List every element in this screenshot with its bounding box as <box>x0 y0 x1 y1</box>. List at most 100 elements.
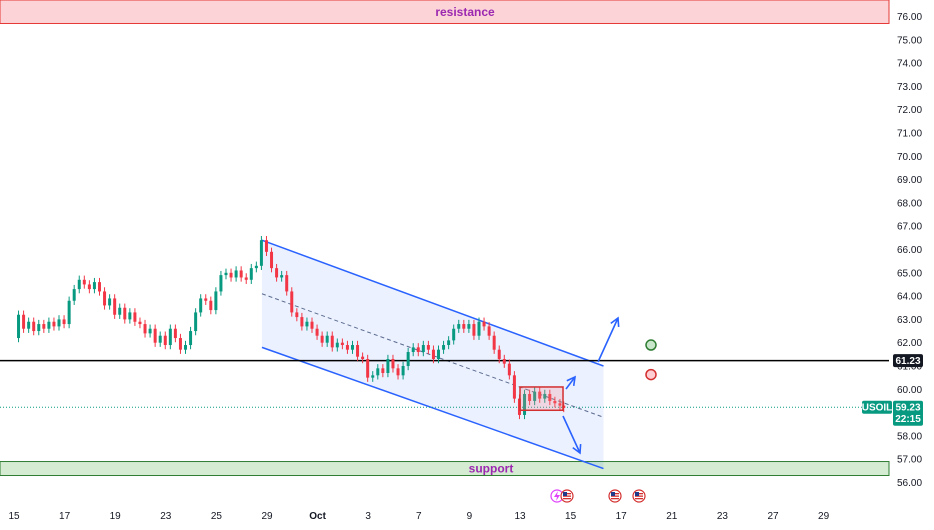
candle-body <box>335 342 339 348</box>
candle-body <box>178 338 182 350</box>
candle-body <box>280 275 284 278</box>
candle-body <box>37 324 41 332</box>
candle-body <box>92 282 96 290</box>
candle-body <box>148 328 152 334</box>
candle-body <box>376 368 380 376</box>
price-tick-label: 58.00 <box>897 431 922 442</box>
channel-median-line <box>261 293 604 418</box>
price-tick-label: 62.00 <box>897 338 922 349</box>
candle-body <box>426 345 430 350</box>
candle-body <box>472 324 476 336</box>
us-flag-icon[interactable] <box>608 489 622 503</box>
candle-body <box>234 270 238 278</box>
us-flag-icon[interactable] <box>632 489 646 503</box>
time-tick-label: 21 <box>666 511 678 522</box>
candle-body <box>133 312 137 322</box>
price-tick-label: 64.00 <box>897 292 922 303</box>
candle-body <box>219 275 223 292</box>
candle-body <box>17 314 21 339</box>
candle-body <box>492 335 496 350</box>
price-tick-label: 63.00 <box>897 315 922 326</box>
candle-body <box>558 403 562 406</box>
price-tick-label: 75.00 <box>897 35 922 46</box>
candle-body <box>361 356 365 360</box>
candle-body <box>330 335 334 348</box>
support-label: support <box>469 462 514 476</box>
candle-body <box>72 289 76 301</box>
candle-body <box>325 335 329 343</box>
candle-body <box>523 393 527 415</box>
candle-body <box>82 279 86 285</box>
time-tick-label: 27 <box>767 511 779 522</box>
box-breakout-arrow <box>565 376 576 390</box>
price-tick-label: 76.00 <box>897 12 922 23</box>
candle-body <box>97 282 101 292</box>
candle-body <box>229 272 233 278</box>
resistance-zone-box[interactable] <box>0 0 890 24</box>
time-axis[interactable]: 15 17 19 23 25 29 Oct 3 7 9 13 15 17 21 23 27 29 <box>8 511 829 522</box>
candle-body <box>442 345 446 350</box>
candle-body <box>118 307 122 315</box>
time-tick-label: 17 <box>59 511 71 522</box>
candle-body <box>264 240 268 252</box>
candle-body <box>189 331 193 346</box>
bearish-target-marker[interactable] <box>645 368 657 381</box>
us-flag-icon[interactable] <box>560 489 574 503</box>
time-tick-label: 9 <box>467 511 473 522</box>
candle-body <box>47 321 51 329</box>
flash-event-icon[interactable] <box>550 489 564 503</box>
breakout-arrow-head <box>610 316 620 328</box>
candle-body <box>113 298 117 315</box>
candle-body <box>350 345 354 350</box>
price-tick-label: 73.00 <box>897 82 922 93</box>
key-level-badge: 61.23 <box>893 354 923 368</box>
time-tick-label: 23 <box>717 511 729 522</box>
candle-body <box>411 347 415 353</box>
price-candles <box>17 235 566 420</box>
candle-body <box>366 359 370 378</box>
time-tick-label: 29 <box>818 511 830 522</box>
candle-body <box>345 345 349 350</box>
time-tick-label: 23 <box>160 511 172 522</box>
candle-body <box>300 317 304 327</box>
candle-body <box>204 298 208 301</box>
candle-body <box>77 279 81 290</box>
candle-body <box>437 349 441 360</box>
breakdown-arrow <box>562 415 581 454</box>
time-tick-label: Oct <box>309 511 326 522</box>
bullish-target-marker[interactable] <box>645 339 657 351</box>
candle-body <box>401 366 405 376</box>
price-axis[interactable]: 56.0057.0058.0059.0060.0061.0062.0063.00… <box>897 12 922 489</box>
last-price-value: 59.23 <box>895 403 920 414</box>
resistance-zone[interactable]: resistance <box>0 0 890 24</box>
candle-body <box>320 335 324 343</box>
support-zone[interactable]: support <box>0 461 890 477</box>
candle-body <box>244 277 248 280</box>
candle-body <box>57 319 61 327</box>
channel-lower-line[interactable] <box>261 346 604 470</box>
candle-body <box>259 240 263 266</box>
candle-body <box>396 368 400 376</box>
consolidation-box[interactable] <box>519 386 564 412</box>
candle-body <box>295 312 299 318</box>
channel-upper-line[interactable] <box>261 239 604 367</box>
key-level-value: 61.23 <box>895 356 920 367</box>
economic-events[interactable] <box>550 489 646 503</box>
price-tick-label: 68.00 <box>897 198 922 209</box>
candle-body <box>285 275 289 292</box>
candle-body <box>194 312 198 332</box>
candle-body <box>310 321 314 329</box>
candle-body <box>543 393 547 399</box>
candle-body <box>533 391 537 401</box>
candle-body <box>452 328 456 341</box>
candle-body <box>391 359 395 369</box>
candle-body <box>290 291 294 313</box>
candle-body <box>123 307 127 320</box>
price-tick-label: 69.00 <box>897 175 922 186</box>
candle-body <box>254 265 258 269</box>
candle-body <box>103 291 107 306</box>
candle-body <box>184 345 188 350</box>
scenario-arrows <box>562 316 620 455</box>
support-zone-box[interactable] <box>0 461 890 477</box>
